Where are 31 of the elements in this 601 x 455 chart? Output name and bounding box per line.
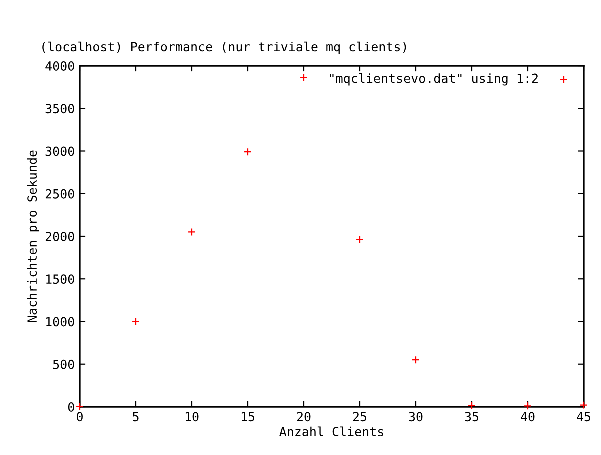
x-axis-title: Anzahl Clients xyxy=(280,426,384,437)
point xyxy=(356,236,364,244)
x-tick-label: 40 xyxy=(521,412,535,422)
y-tick-label: 1000 xyxy=(46,317,74,327)
point xyxy=(412,356,420,364)
x-tick-label: 5 xyxy=(133,412,139,422)
x-tick-label: 25 xyxy=(353,412,367,422)
x-tick-label: 0 xyxy=(77,412,83,422)
point xyxy=(524,402,532,410)
x-tick-label: 20 xyxy=(297,412,311,422)
x-tick-label: 45 xyxy=(577,412,591,422)
x-tick-label: 35 xyxy=(465,412,479,422)
y-tick-label: 3500 xyxy=(46,104,74,114)
point xyxy=(468,402,476,410)
point xyxy=(132,318,140,326)
point xyxy=(188,228,196,236)
point xyxy=(300,74,308,82)
point xyxy=(244,148,252,156)
x-tick-label: 15 xyxy=(242,412,255,422)
x-tick-label: 30 xyxy=(409,412,423,422)
y-tick-label: 2000 xyxy=(46,232,74,242)
legend-label: "mqclientsevo.dat" using 1:2 xyxy=(330,74,538,86)
y-axis-title: Nachrichten pro Sekunde xyxy=(27,150,40,322)
y-tick-label: 1500 xyxy=(46,274,74,284)
x-tick-label: 10 xyxy=(186,412,199,422)
y-tick-label: 0 xyxy=(68,402,74,412)
y-tick-label: 4000 xyxy=(46,62,74,71)
y-tick-label: 500 xyxy=(53,360,74,370)
y-tick-label: 3000 xyxy=(46,146,74,156)
chart-title: (localhost) Performance (nur triviale mq clients) xyxy=(42,42,406,54)
y-tick-label: 2500 xyxy=(46,189,74,199)
